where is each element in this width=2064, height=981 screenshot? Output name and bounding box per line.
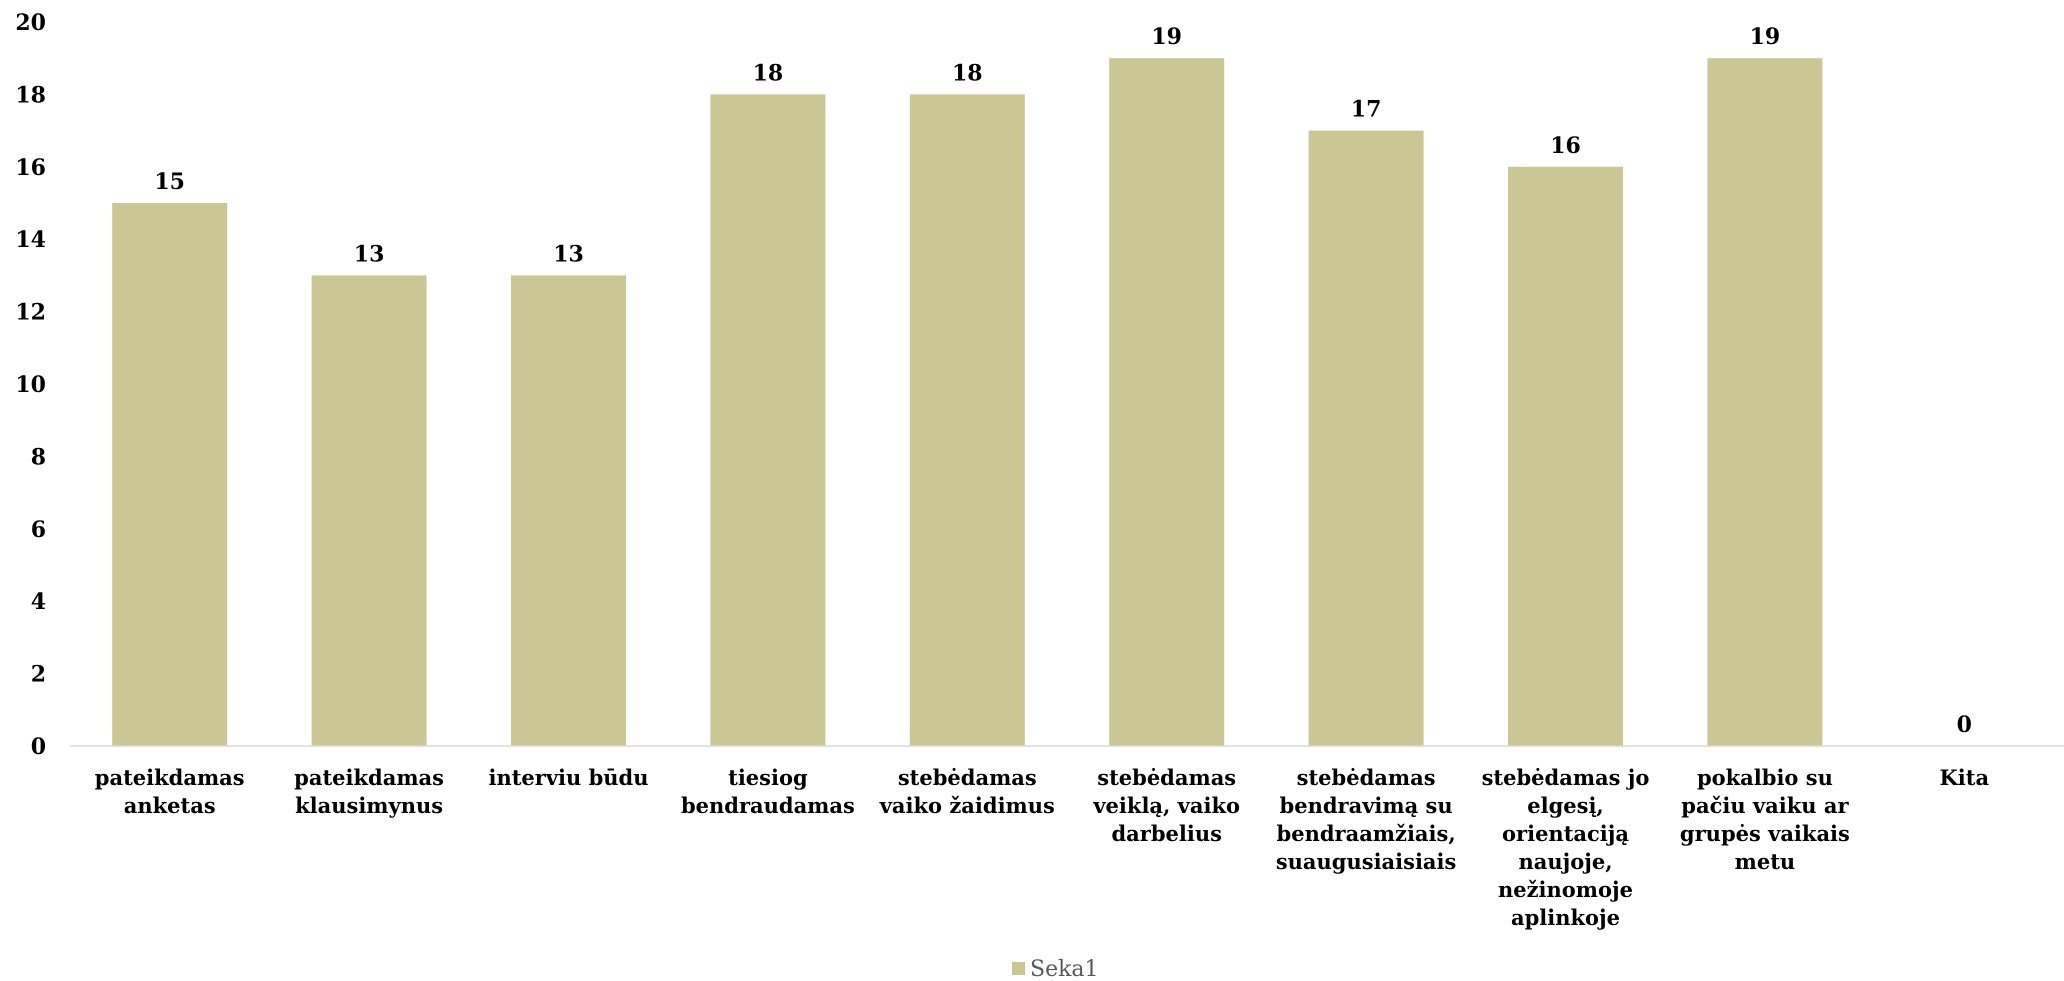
x-category-label-line: aplinkoje — [1511, 905, 1620, 930]
x-category-label-line: suaugusiaisiais — [1276, 849, 1457, 874]
y-tick-label: 6 — [31, 517, 46, 543]
data-label: 19 — [1151, 24, 1182, 50]
y-tick-label: 16 — [15, 155, 46, 181]
x-category-label-line: grupės vaikais — [1680, 821, 1850, 846]
bar[interactable] — [1707, 58, 1823, 746]
x-category-label: stebėdamas jo elgesį, orientaciją naujoje, n… — [1482, 765, 1650, 930]
x-category-label-line: stebėdamas — [1097, 765, 1236, 790]
x-category-label-line: metu — [1735, 849, 1796, 874]
bar[interactable] — [311, 275, 427, 746]
x-category-label-line: bendraamžiais, — [1277, 821, 1456, 846]
x-category-label-line: klausimynus — [295, 793, 443, 818]
x-category-label: Kita — [1940, 765, 1990, 790]
x-category-label-line: pateikdamas — [294, 765, 444, 790]
x-category-label-line: interviu būdu — [488, 765, 648, 790]
x-category-label-line: pateikdamas — [95, 765, 245, 790]
x-category-label: pateikdamas anketas — [95, 765, 245, 818]
bar[interactable] — [1109, 58, 1225, 746]
x-category-label: stebėdamas bendravimą su bendraamžiais, sua… — [1276, 765, 1457, 874]
y-tick-label: 2 — [31, 662, 46, 688]
legend[interactable]: Seka1 — [1012, 957, 1099, 981]
x-category-label-line: bendraudamas — [681, 793, 855, 818]
bar[interactable] — [909, 94, 1025, 746]
x-category-label-line: nežinomoje — [1498, 877, 1633, 902]
bars-group — [112, 58, 1823, 747]
x-category-label-line: naujoje, — [1518, 849, 1612, 874]
x-category-label: pateikdamas klausimynus — [294, 765, 444, 818]
x-category-label-line: stebėdamas jo — [1482, 765, 1650, 790]
category-labels-group: pateikdamas anketas pateikdamas klausimynus… — [95, 765, 1990, 930]
data-label: 17 — [1351, 97, 1382, 123]
data-label: 18 — [952, 60, 983, 86]
data-label: 16 — [1550, 133, 1581, 159]
x-category-label-line: bendravimą su — [1280, 793, 1453, 818]
y-tick-label: 0 — [31, 734, 46, 760]
x-category-label-line: stebėdamas — [1297, 765, 1436, 790]
x-category-label: interviu būdu — [488, 765, 648, 790]
y-tick-label: 12 — [15, 300, 46, 326]
data-label: 19 — [1750, 24, 1781, 50]
y-tick-label: 18 — [15, 82, 46, 108]
x-category-label-line: orientaciją — [1502, 821, 1629, 846]
legend-label-seka1: Seka1 — [1030, 957, 1099, 981]
x-category-label: stebėdamas vaiko žaidimus — [879, 765, 1055, 818]
x-category-label-line: darbelius — [1111, 821, 1221, 846]
y-axis: 0 2 4 6 8 10 12 14 16 18 20 — [15, 10, 46, 760]
data-label: 13 — [553, 241, 584, 267]
y-tick-label: 4 — [31, 589, 46, 615]
legend-swatch-seka1 — [1012, 962, 1025, 975]
bar[interactable] — [511, 275, 626, 746]
data-labels-group: 15 13 13 18 18 19 17 16 19 0 — [154, 24, 1972, 738]
y-tick-label: 20 — [15, 10, 46, 36]
bar[interactable] — [710, 94, 826, 746]
y-tick-label: 14 — [15, 227, 46, 253]
x-category-label-line: anketas — [124, 793, 216, 818]
data-label: 13 — [354, 241, 385, 267]
bar[interactable] — [112, 203, 228, 746]
x-category-label-line: elgesį, — [1527, 793, 1604, 818]
x-category-label-line: veiklą, vaiko — [1092, 793, 1240, 818]
data-label: 0 — [1957, 712, 1972, 738]
x-category-label-line: vaiko žaidimus — [879, 793, 1055, 818]
x-category-label: pokalbio su pačiu vaiku ar grupės vaikais m… — [1680, 765, 1850, 874]
x-category-label-line: pokalbio su — [1697, 765, 1833, 790]
x-category-label: stebėdamas veiklą, vaiko darbelius — [1092, 765, 1240, 846]
x-category-label-line: Kita — [1940, 765, 1990, 790]
y-tick-label: 8 — [31, 444, 46, 470]
x-category-label-line: pačiu vaiku ar — [1681, 793, 1849, 818]
x-category-label-line: stebėdamas — [898, 765, 1037, 790]
data-label: 18 — [753, 60, 784, 86]
bar[interactable] — [1508, 166, 1623, 747]
bar[interactable] — [1308, 130, 1424, 747]
x-category-label-line: tiesiog — [728, 765, 808, 790]
y-tick-label: 10 — [15, 372, 46, 398]
data-label: 15 — [154, 169, 185, 195]
x-category-label: tiesiog bendraudamas — [681, 765, 855, 818]
